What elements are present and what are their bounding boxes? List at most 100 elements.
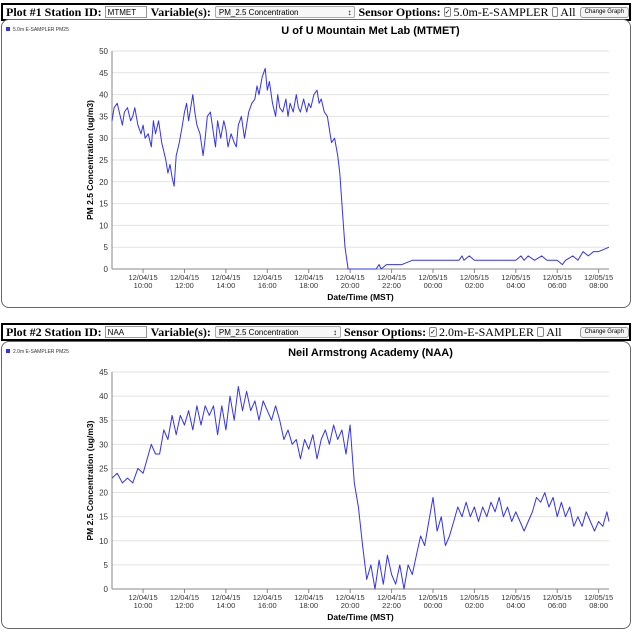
plot-2-x-tick-time: 20:00 — [341, 601, 360, 610]
plot-1-y-tick-label: 40 — [99, 91, 108, 100]
plot-2-all-checkbox[interactable] — [536, 327, 545, 337]
plot-2-sensor-option: 2.0m-E-SAMPLER — [438, 324, 534, 339]
plot-2-chart-panel: Neil Armstrong Academy (NAA) 0 5 10 15 20 25 30… — [1, 341, 631, 629]
plot-2-y-tick-label: 25 — [99, 464, 108, 473]
plot-2-y-tick-label: 35 — [99, 416, 108, 425]
plot-2-x-tick-time: 02:00 — [465, 601, 484, 610]
plot-2-x-tick-date: 12/04/15 — [377, 593, 406, 602]
plot-2-variable-value: PM_2.5 Concentration — [218, 327, 299, 337]
plot-2-x-tick-time: 04:00 — [506, 601, 525, 610]
plot-2-y-tick-label: 0 — [104, 585, 109, 594]
select-arrows-icon: ↕ — [332, 327, 337, 337]
plot-1-x-tick-time: 04:00 — [506, 281, 525, 290]
plot-1-y-axis-label: PM 2.5 Concentration (ug/m3) — [85, 100, 95, 220]
plot-2-legend-label: 2.0m E-SAMPLER PM25 — [13, 349, 69, 355]
plot-2-y-tick-label: 30 — [99, 440, 108, 449]
plot-2-variable-select[interactable]: PM_2.5 Concentration ↕ — [214, 326, 341, 338]
plot-2-x-axis-label: Date/Time (MST) — [327, 612, 394, 622]
plot-1-chart: U of U Mountain Met Lab (MTMET) 0 5 10 15 20 2… — [6, 25, 613, 302]
plot-2-x-tick-time: 22:00 — [382, 601, 401, 610]
plot-2-y-tick-label: 40 — [99, 392, 108, 401]
plot-2-station-input[interactable] — [104, 326, 147, 338]
plot-2-x-tick-date: 12/04/15 — [336, 593, 365, 602]
plot-2-x-tick-date: 12/04/15 — [128, 593, 157, 602]
plot-1-y-tick-label: 0 — [104, 265, 109, 274]
plot-1-x-tick-date: 12/04/15 — [377, 273, 406, 282]
plot-1-change-graph-button[interactable]: Change Graph — [579, 6, 629, 18]
plot-1-y-tick-label: 25 — [99, 156, 108, 165]
plot-2-chart: Neil Armstrong Academy (NAA) 0 5 10 15 20 25 30… — [6, 347, 613, 622]
plot-2-change-graph-button[interactable]: Change Graph — [579, 326, 629, 338]
plot-2-x-tick-time: 00:00 — [424, 601, 443, 610]
plot-2-variable-label: Variable(s): — [150, 324, 211, 339]
plot-1-x-tick-date: 12/05/15 — [501, 273, 530, 282]
plot-1-x-tick-time: 02:00 — [465, 281, 484, 290]
plot-1-chart-panel: U of U Mountain Met Lab (MTMET) 0 5 10 15 20 2… — [1, 19, 631, 308]
plot-1-all-label: All — [560, 4, 576, 19]
plot-1-series-line — [111, 67, 610, 270]
plot-2-y-tick-label: 20 — [99, 489, 108, 498]
plot-1-all-checkbox[interactable] — [551, 7, 559, 17]
plot-2-x-tick-time: 08:00 — [589, 601, 608, 610]
plot-2-x-tick-time: 12:00 — [175, 601, 194, 610]
plot-1-x-tick-time: 08:00 — [589, 281, 608, 290]
plot-2-x-tick-date: 12/05/15 — [501, 593, 530, 602]
plot-1-variable-select[interactable]: PM_2.5 Concentration ↕ — [214, 6, 356, 18]
plot-2-y-tick-label: 5 — [104, 561, 109, 570]
plot-1-x-tick-date: 12/05/15 — [543, 273, 572, 282]
plot-1-x-tick-time: 06:00 — [548, 281, 567, 290]
plot-1-variable-label: Variable(s): — [150, 4, 211, 19]
plot-2-controls: Plot #2 Station ID: Variable(s): PM_2.5 … — [1, 323, 631, 341]
plot-1-x-tick-date: 12/05/15 — [460, 273, 489, 282]
plot-1-y-tick-label: 50 — [99, 47, 108, 56]
plot-1-legend-swatch — [6, 27, 10, 31]
plot-1-y-tick-label: 30 — [99, 134, 108, 143]
plot-2-x-tick-time: 14:00 — [217, 601, 236, 610]
plot-2-x-tick-date: 12/04/15 — [253, 593, 282, 602]
plot-1-x-tick-date: 12/04/15 — [336, 273, 365, 282]
plot-2-x-tick-date: 12/04/15 — [170, 593, 199, 602]
plot-2-x-tick-time: 10:00 — [134, 601, 153, 610]
plot-2-all-label: All — [546, 324, 562, 339]
plot-1-x-tick-time: 22:00 — [382, 281, 401, 290]
plot-1-y-tick-label: 35 — [99, 112, 108, 121]
plot-1-x-tick-date: 12/04/15 — [211, 273, 240, 282]
plot-2-sensor-checkbox[interactable]: ✓ — [429, 327, 437, 337]
plot-2-y-axis-label: PM 2.5 Concentration (ug/m3) — [85, 420, 95, 540]
plot-2-label: Plot #2 Station ID: — [6, 324, 102, 339]
plot-2-x-tick-date: 12/05/15 — [543, 593, 572, 602]
plot-2-x-tick-date: 12/05/15 — [460, 593, 489, 602]
plot-1-x-tick-time: 18:00 — [299, 281, 318, 290]
plot-1-sensor-checkbox[interactable]: ✓ — [443, 7, 452, 17]
plot-1-y-tick-label: 10 — [99, 221, 108, 230]
plot-1-x-tick-time: 00:00 — [424, 281, 443, 290]
plot-1-y-tick-label: 5 — [104, 243, 109, 252]
plot-1-y-tick-label: 20 — [99, 178, 108, 187]
plot-1-x-tick-date: 12/05/15 — [584, 273, 613, 282]
plot-2-y-tick-label: 15 — [99, 513, 108, 522]
plot-1-x-tick-date: 12/05/15 — [418, 273, 447, 282]
plot-2-x-tick-time: 06:00 — [548, 601, 567, 610]
plot-1-controls: Plot #1 Station ID: Variable(s): PM_2.5 … — [1, 3, 631, 21]
plot-2-legend-swatch — [6, 349, 10, 353]
plot-2-series-line — [111, 386, 610, 590]
plot-1-x-tick-date: 12/04/15 — [294, 273, 323, 282]
plot-2-y-tick-label: 45 — [99, 368, 108, 377]
plot-1-x-tick-date: 12/04/15 — [170, 273, 199, 282]
plot-1-x-tick-time: 20:00 — [341, 281, 360, 290]
plot-1-x-tick-time: 16:00 — [258, 281, 277, 290]
plot-1-x-tick-date: 12/04/15 — [128, 273, 157, 282]
plot-1-y-tick-label: 45 — [99, 69, 108, 78]
plot-1-x-axis-label: Date/Time (MST) — [327, 292, 394, 302]
plot-1-y-tick-label: 15 — [99, 200, 108, 209]
plot-1-chart-title: U of U Mountain Met Lab (MTMET) — [281, 25, 460, 37]
plot-2-x-tick-time: 18:00 — [299, 601, 318, 610]
plot-2-chart-title: Neil Armstrong Academy (NAA) — [288, 347, 453, 359]
plot-1-label: Plot #1 Station ID: — [6, 4, 102, 19]
plot-2-x-tick-time: 16:00 — [258, 601, 277, 610]
plot-1-variable-value: PM_2.5 Concentration — [218, 7, 299, 17]
plot-1-x-tick-time: 10:00 — [134, 281, 153, 290]
plot-2-x-tick-date: 12/05/15 — [418, 593, 447, 602]
plot-2-y-tick-label: 10 — [99, 537, 108, 546]
plot-1-station-input[interactable] — [104, 6, 147, 18]
